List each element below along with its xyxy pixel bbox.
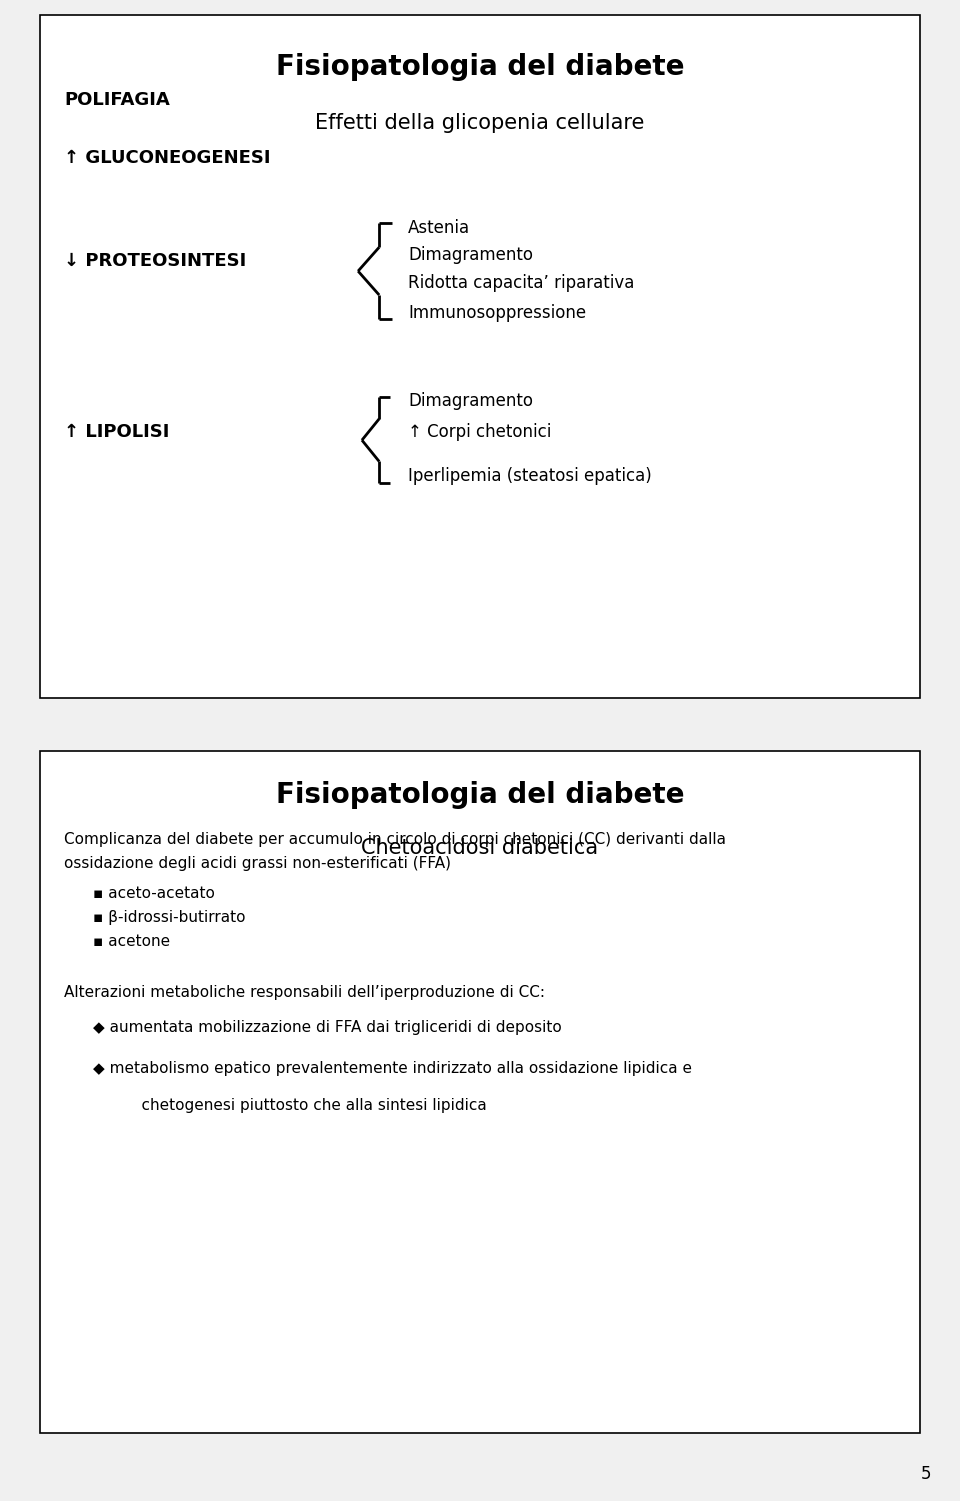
Text: Fisiopatologia del diabete: Fisiopatologia del diabete (276, 781, 684, 809)
Text: Dimagramento: Dimagramento (408, 392, 533, 410)
Text: Fisiopatologia del diabete: Fisiopatologia del diabete (276, 53, 684, 81)
Text: Ridotta capacita’ riparativa: Ridotta capacita’ riparativa (408, 273, 635, 291)
Text: ▪ acetone: ▪ acetone (93, 934, 170, 949)
Text: 5: 5 (921, 1465, 931, 1483)
Text: ↑ GLUCONEOGENESI: ↑ GLUCONEOGENESI (64, 150, 271, 168)
Text: POLIFAGIA: POLIFAGIA (64, 92, 170, 110)
Text: ↑ LIPOLISI: ↑ LIPOLISI (64, 423, 170, 441)
Text: Effetti della glicopenia cellulare: Effetti della glicopenia cellulare (315, 113, 645, 132)
Text: Immunosoppressione: Immunosoppressione (408, 305, 587, 323)
Text: ossidazione degli acidi grassi non-esterificati (FFA): ossidazione degli acidi grassi non-ester… (64, 856, 451, 871)
Text: Complicanza del diabete per accumulo in circolo di corpi chetonici (CC) derivant: Complicanza del diabete per accumulo in … (64, 832, 727, 847)
Text: Chetoacidosi diabetica: Chetoacidosi diabetica (361, 838, 599, 857)
Text: chetogenesi piuttosto che alla sintesi lipidica: chetogenesi piuttosto che alla sintesi l… (122, 1099, 487, 1114)
Text: ▪ aceto-acetato: ▪ aceto-acetato (93, 887, 215, 902)
Text: ◆ metabolismo epatico prevalentemente indirizzato alla ossidazione lipidica e: ◆ metabolismo epatico prevalentemente in… (93, 1061, 692, 1076)
Text: Iperlipemia (steatosi epatica): Iperlipemia (steatosi epatica) (408, 467, 652, 485)
FancyBboxPatch shape (40, 750, 920, 1433)
Text: ◆ aumentata mobilizzazione di FFA dai trigliceridi di deposito: ◆ aumentata mobilizzazione di FFA dai tr… (93, 1019, 562, 1034)
Text: ↓ PROTEOSINTESI: ↓ PROTEOSINTESI (64, 252, 247, 270)
Text: ▪ β-idrossi-butirrato: ▪ β-idrossi-butirrato (93, 910, 246, 925)
Text: Dimagramento: Dimagramento (408, 246, 533, 264)
Text: ↑ Corpi chetonici: ↑ Corpi chetonici (408, 423, 551, 441)
Text: Astenia: Astenia (408, 219, 470, 237)
Text: Alterazioni metaboliche responsabili dell’iperproduzione di CC:: Alterazioni metaboliche responsabili del… (64, 986, 545, 1001)
FancyBboxPatch shape (40, 15, 920, 698)
